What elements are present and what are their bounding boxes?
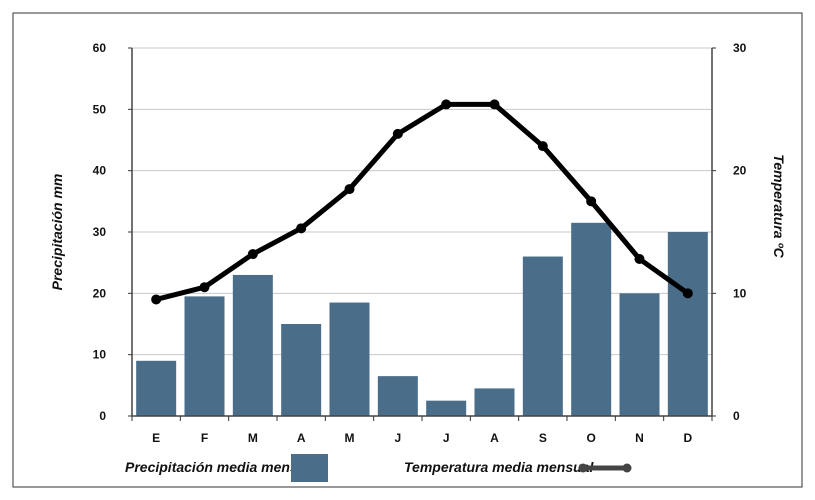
legend: Precipitación media mensual Temperatura … (125, 454, 632, 482)
temperature-point (682, 288, 693, 299)
right-axis-title: Temperatura ºC (771, 154, 787, 258)
left-tick-label: 10 (93, 348, 107, 362)
right-tick-label: 0 (733, 409, 740, 423)
temperature-series (151, 99, 693, 305)
x-tick-label: E (152, 431, 160, 445)
precipitation-bar (619, 293, 660, 416)
left-tick-label: 60 (93, 41, 107, 55)
temperature-point (199, 282, 210, 293)
legend-precipitation-label: Precipitación media mensual (125, 459, 319, 475)
temperature-point (634, 253, 645, 264)
x-tick-label: A (297, 431, 306, 445)
precipitation-bar (377, 376, 418, 416)
x-tick-label: M (345, 431, 355, 445)
temperature-point (586, 196, 597, 207)
legend-precipitation-swatch (291, 454, 328, 482)
x-tick-label: S (539, 431, 547, 445)
left-tick-label: 40 (93, 164, 107, 178)
precipitation-bar (329, 302, 370, 416)
precipitation-bar (232, 274, 273, 416)
precipitation-bar (474, 388, 515, 416)
left-tick-label: 20 (93, 286, 107, 300)
right-tick-label: 10 (733, 286, 747, 300)
precipitation-bar (426, 400, 467, 416)
precipitation-bar (136, 360, 177, 416)
right-axis-ticks: 0 10 20 30 (733, 41, 747, 423)
right-tick-label: 30 (733, 41, 747, 55)
x-tick-label: F (201, 431, 208, 445)
x-tick-label: J (394, 431, 401, 445)
temperature-point (247, 249, 258, 260)
temperature-line (153, 101, 691, 302)
temperature-point (344, 184, 355, 195)
left-axis-ticks: 0 10 20 30 40 50 60 (93, 41, 107, 423)
left-tick-label: 0 (99, 409, 106, 423)
precipitation-bar (184, 296, 225, 416)
left-tick-label: 30 (93, 225, 107, 239)
precipitation-bar (571, 222, 612, 416)
precipitation-bar (281, 324, 322, 416)
temperature-point (489, 99, 500, 110)
precipitation-bar (667, 232, 708, 416)
temperature-point (441, 99, 452, 110)
temperature-point (537, 141, 548, 152)
temperature-point (296, 223, 307, 234)
right-tick-label: 20 (733, 164, 747, 178)
precipitation-bars (136, 222, 708, 416)
x-tick-label: A (490, 431, 499, 445)
legend-temperature-marker-end (622, 463, 632, 473)
outer-border (12, 12, 803, 488)
axes (128, 47, 716, 421)
x-tick-label: D (683, 431, 692, 445)
left-axis-title: Precipitación mm (49, 174, 65, 291)
legend-temperature-label: Temperatura media mensual (404, 459, 594, 475)
x-tick-label: J (443, 431, 450, 445)
temperature-point (392, 128, 403, 139)
legend-temperature-marker-start (578, 463, 588, 473)
precipitation-bar (522, 256, 563, 416)
x-tick-label: N (635, 431, 644, 445)
x-tick-label: M (248, 431, 258, 445)
temperature-point (151, 294, 162, 305)
x-tick-label: O (586, 431, 595, 445)
left-tick-label: 50 (93, 102, 107, 116)
